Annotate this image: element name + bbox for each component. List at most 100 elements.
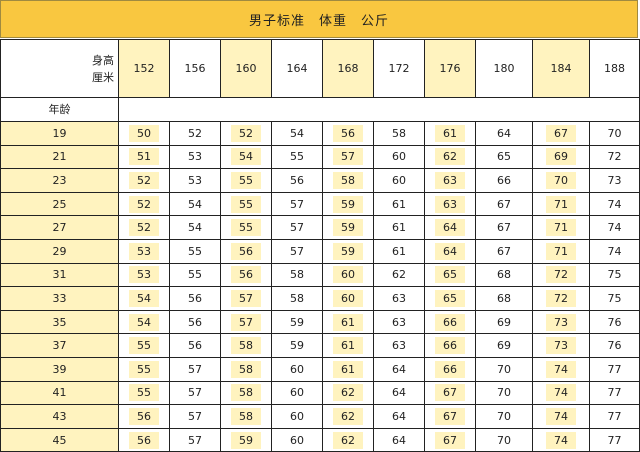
weight-value: 59 — [333, 195, 363, 213]
weight-value: 70 — [497, 386, 511, 400]
weight-cell: 70 — [475, 356, 533, 382]
weight-value: 74 — [607, 197, 622, 211]
weight-value: 53 — [188, 173, 202, 187]
weight-cell: 73 — [532, 309, 590, 335]
weight-cell: 55 — [220, 168, 272, 193]
weight-value: 74 — [546, 407, 576, 425]
weight-cell: 64 — [424, 215, 476, 240]
weight-value: 70 — [497, 433, 511, 447]
weight-value: 60 — [392, 150, 406, 164]
weight-value: 58 — [231, 360, 261, 378]
age-cell: 31 — [0, 262, 119, 288]
weight-value: 55 — [129, 384, 159, 402]
height-cell: 160 — [220, 39, 272, 98]
weight-value: 56 — [129, 407, 159, 425]
weight-value: 57 — [290, 244, 304, 258]
weight-value: 65 — [435, 266, 465, 284]
table-row: 29 53 55 56 57 59 61 64 67 71 74 — [0, 238, 640, 264]
weight-value: 72 — [546, 289, 576, 307]
weight-cell: 60 — [322, 262, 374, 288]
age-cell: 29 — [0, 238, 119, 264]
weight-value: 64 — [392, 433, 406, 447]
weight-cell: 61 — [424, 121, 476, 146]
weight-cell: 76 — [589, 333, 640, 358]
weight-value: 60 — [290, 362, 304, 376]
weight-cell: 74 — [589, 238, 640, 264]
table-row: 45 56 57 59 60 62 64 67 70 74 77 — [0, 427, 640, 452]
weight-cell: 59 — [322, 215, 374, 240]
weight-cell: 64 — [424, 238, 476, 264]
weight-cell: 75 — [589, 262, 640, 288]
weight-value: 50 — [129, 124, 159, 142]
weight-cell: 74 — [589, 215, 640, 240]
weight-value: 56 — [231, 242, 261, 260]
weight-cell: 70 — [589, 121, 640, 146]
weight-value: 73 — [546, 337, 576, 355]
weight-cell: 56 — [220, 238, 272, 264]
age-cell: 43 — [0, 404, 119, 429]
weight-value: 69 — [497, 339, 511, 353]
weight-value: 73 — [607, 173, 622, 187]
weight-value: 71 — [546, 242, 576, 260]
weight-value: 77 — [607, 362, 622, 376]
weight-value: 56 — [129, 431, 159, 449]
weight-table: 身高 厘米 152 156 160 164 168 172 176 180 18… — [0, 39, 640, 452]
weight-cell: 62 — [322, 427, 374, 452]
table-row: 21 51 53 54 55 57 60 62 65 69 72 — [0, 144, 640, 170]
weight-value: 63 — [392, 339, 406, 353]
weight-cell: 60 — [271, 427, 323, 452]
weight-value: 56 — [188, 315, 202, 329]
weight-cell: 58 — [220, 333, 272, 358]
weight-value: 62 — [435, 148, 465, 166]
weight-value: 61 — [333, 360, 363, 378]
weight-value: 61 — [435, 124, 465, 142]
weight-cell: 56 — [118, 404, 170, 429]
age-header-fill — [118, 97, 640, 122]
weight-cell: 54 — [169, 191, 221, 217]
weight-value: 58 — [290, 268, 304, 282]
weight-cell: 56 — [169, 309, 221, 335]
height-cell: 172 — [373, 39, 425, 98]
table-row: 41 55 57 58 60 62 64 67 70 74 77 — [0, 380, 640, 406]
weight-cell: 52 — [118, 191, 170, 217]
weight-value: 58 — [333, 171, 363, 189]
weight-cell: 59 — [220, 427, 272, 452]
weight-cell: 67 — [475, 191, 533, 217]
weight-cell: 63 — [373, 333, 425, 358]
weight-cell: 59 — [322, 238, 374, 264]
weight-value: 64 — [435, 242, 465, 260]
weight-value: 73 — [546, 313, 576, 331]
weight-value: 75 — [607, 268, 622, 282]
weight-cell: 56 — [169, 333, 221, 358]
weight-value: 62 — [333, 407, 363, 425]
weight-cell: 56 — [271, 168, 323, 193]
weight-cell: 63 — [424, 168, 476, 193]
weight-value: 64 — [392, 409, 406, 423]
weight-value: 64 — [392, 362, 406, 376]
height-label: 身高 — [92, 53, 114, 67]
weight-value: 52 — [129, 171, 159, 189]
weight-value: 66 — [435, 337, 465, 355]
weight-cell: 70 — [475, 380, 533, 406]
weight-value: 66 — [435, 313, 465, 331]
weight-value: 55 — [129, 337, 159, 355]
weight-cell: 53 — [118, 238, 170, 264]
table-row: 23 52 53 55 56 58 60 63 66 70 73 — [0, 168, 640, 193]
weight-cell: 72 — [589, 144, 640, 170]
weight-value: 67 — [435, 407, 465, 425]
weight-value: 56 — [290, 173, 304, 187]
weight-cell: 62 — [373, 262, 425, 288]
weight-cell: 64 — [373, 356, 425, 382]
weight-cell: 52 — [118, 215, 170, 240]
table-row: 19 50 52 52 54 56 58 61 64 67 70 — [0, 121, 640, 146]
weight-value: 55 — [290, 150, 304, 164]
weight-cell: 57 — [271, 238, 323, 264]
weight-value: 52 — [231, 124, 261, 142]
weight-cell: 63 — [373, 286, 425, 311]
weight-value: 64 — [435, 219, 465, 237]
weight-cell: 65 — [475, 144, 533, 170]
corner-blank — [0, 39, 55, 98]
weight-cell: 66 — [424, 309, 476, 335]
weight-cell: 75 — [589, 286, 640, 311]
weight-cell: 60 — [373, 144, 425, 170]
